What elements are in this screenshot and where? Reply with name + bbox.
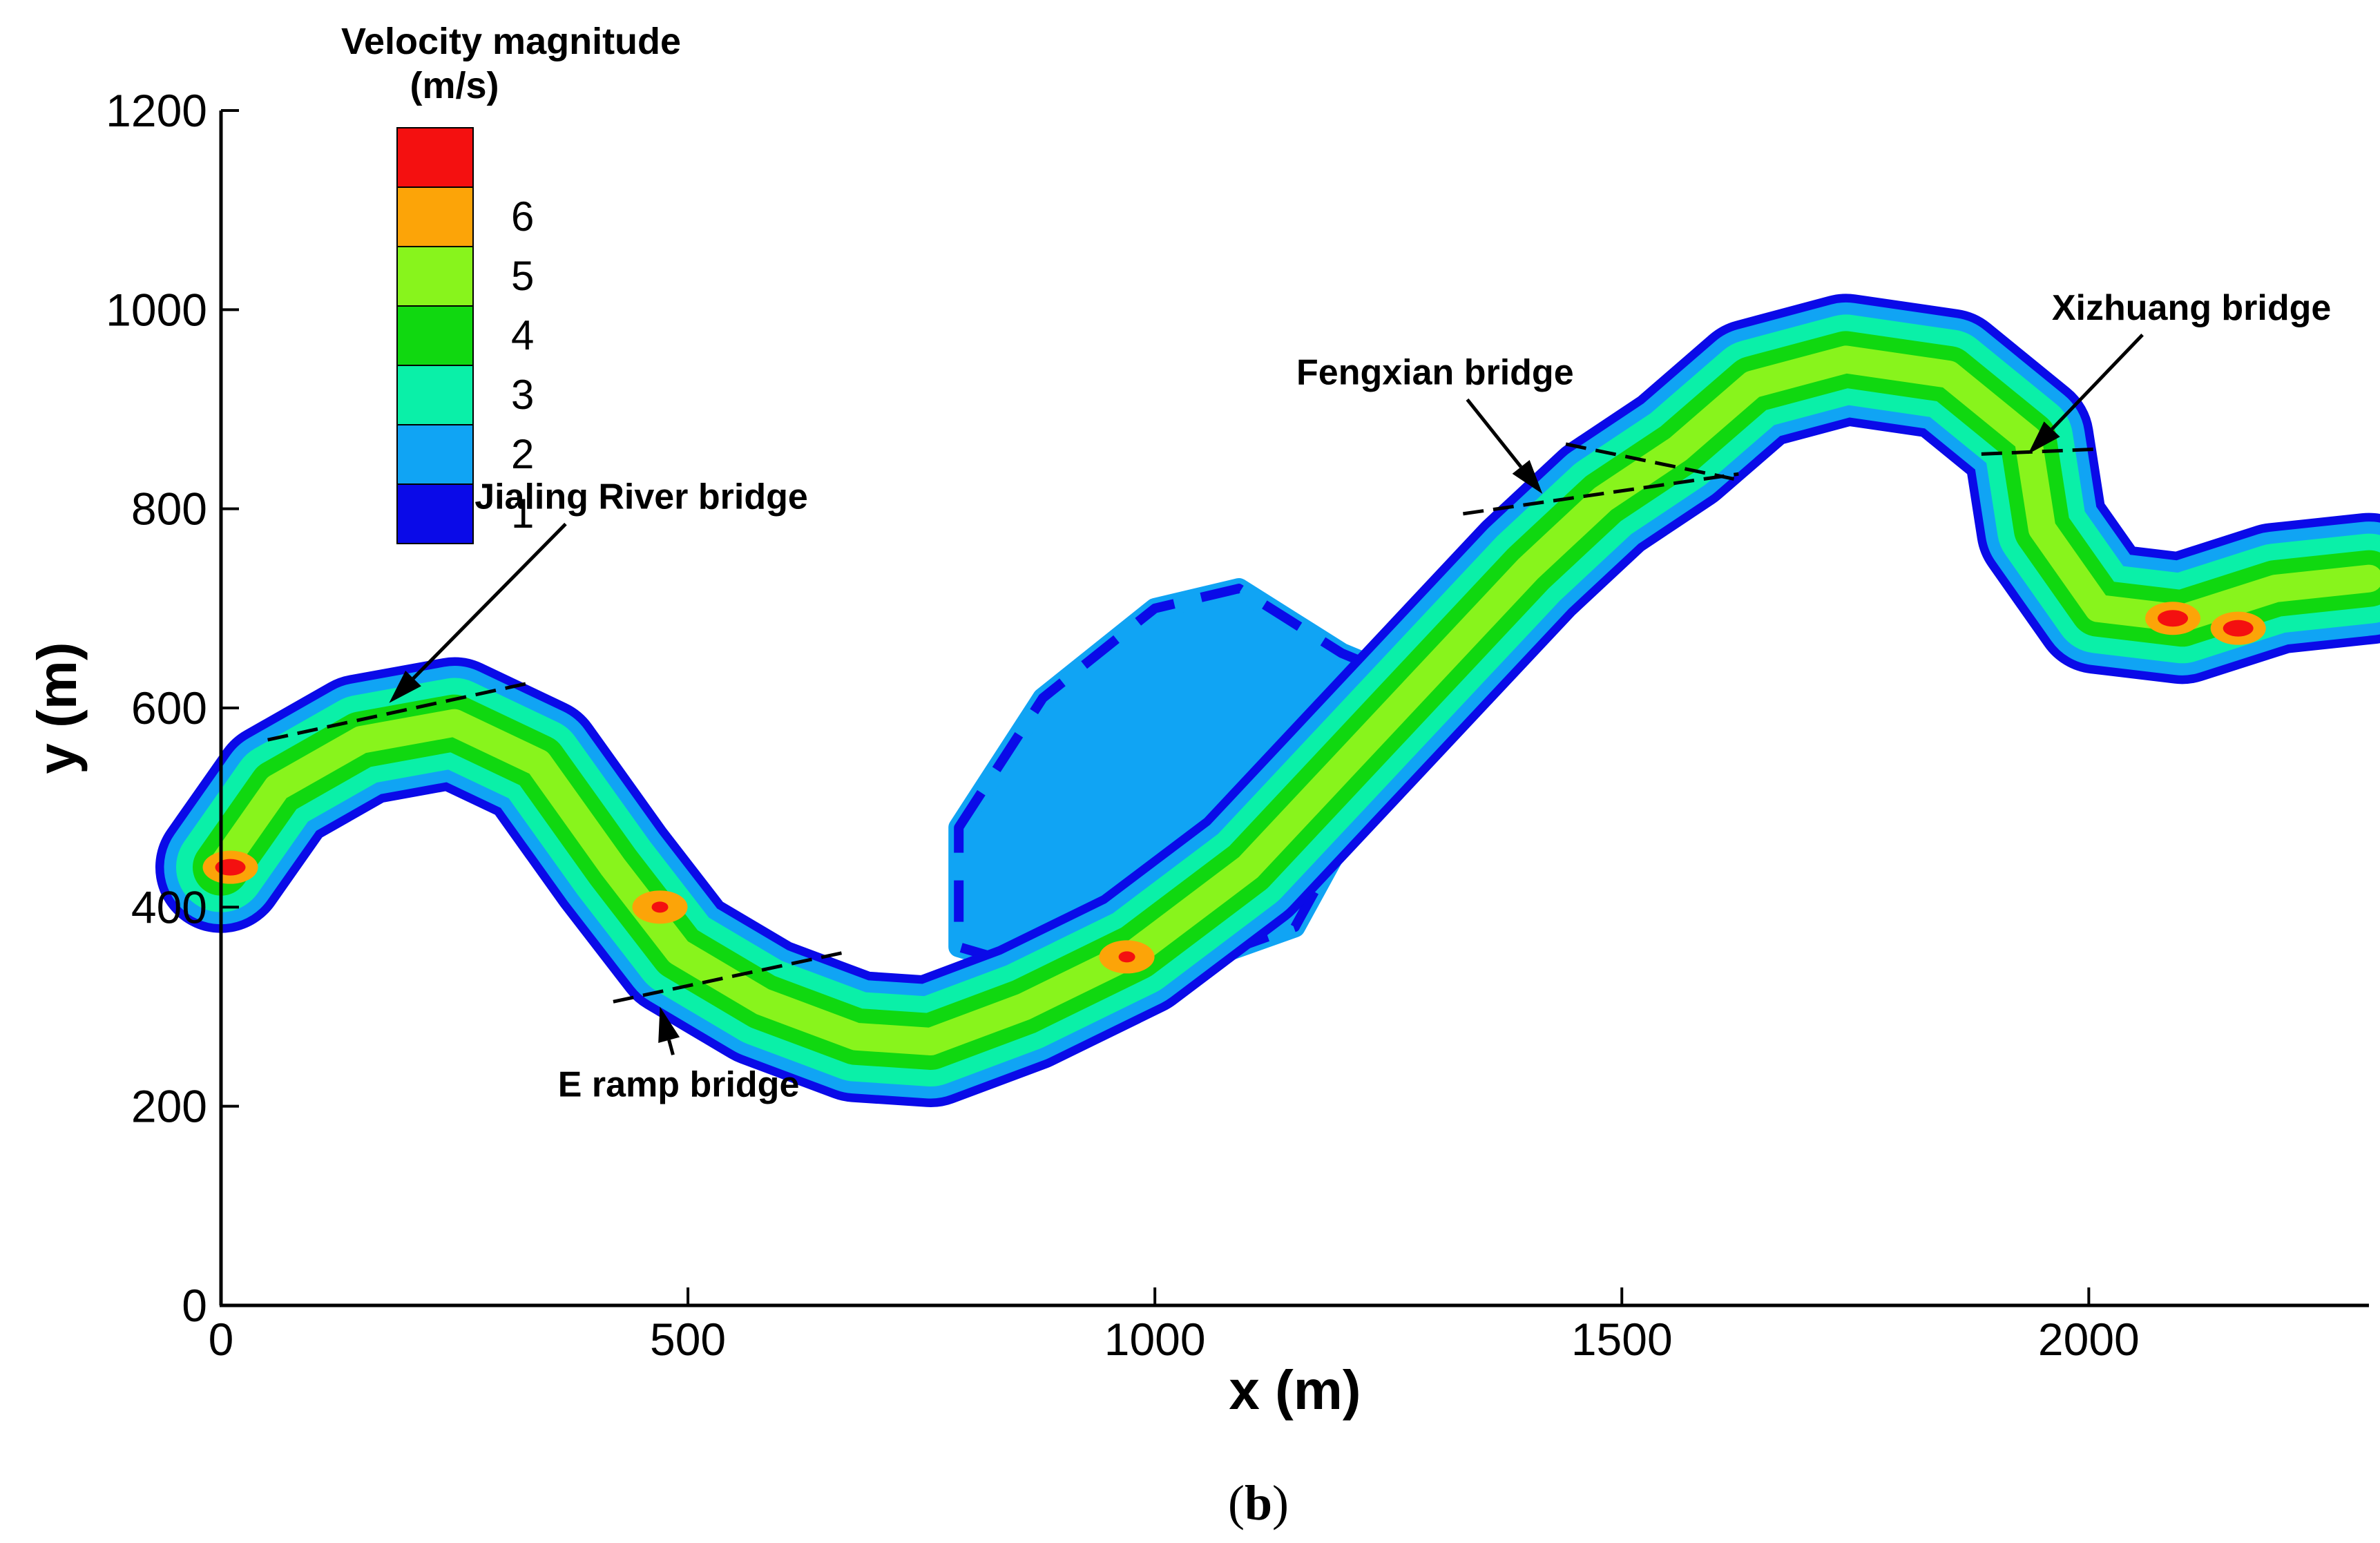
bridge-arrow-shaft bbox=[667, 1039, 675, 1055]
x-axis-ticks: 0 500 1000 1500 2000 bbox=[209, 1287, 2140, 1365]
x-tick-label: 1000 bbox=[1104, 1314, 1206, 1365]
colorbar-legend: Velocity magnitude (m/s) 6 5 4 3 2 1 bbox=[341, 21, 681, 544]
bridge-annotations: Jialing River bridge E ramp bridge Fengxia… bbox=[267, 288, 2331, 1104]
x-tick-label: 500 bbox=[650, 1314, 726, 1365]
y-tick-label: 1000 bbox=[106, 284, 207, 335]
panel-label-close: ) bbox=[1272, 1475, 1289, 1531]
colorbar-swatch-6 bbox=[396, 186, 474, 247]
colorbar-swatches: 6 5 4 3 2 1 bbox=[396, 127, 534, 544]
colorbar-swatch-4 bbox=[396, 305, 474, 366]
bridge-arrow-shaft bbox=[1466, 398, 1523, 468]
colorbar-swatch-3 bbox=[396, 365, 474, 425]
bridge-arrow-head bbox=[658, 1006, 680, 1043]
bridge-arrow-head bbox=[389, 670, 421, 703]
colorbar-swatch-5 bbox=[396, 246, 474, 307]
velocity-peak bbox=[2223, 620, 2254, 637]
y-tick-label: 600 bbox=[131, 682, 207, 734]
colorbar-title-line2: (m/s) bbox=[410, 65, 499, 106]
bridge-label: Jialing River bridge bbox=[474, 477, 808, 517]
y-tick-label: 800 bbox=[131, 483, 207, 535]
y-axis-ticks: 0 200 400 600 800 1000 1200 bbox=[106, 85, 239, 1331]
bridge-line bbox=[1463, 472, 1739, 516]
bridge-arrow-shaft bbox=[2051, 334, 2144, 431]
velocity-peak bbox=[2158, 610, 2189, 627]
y-tick-label: 200 bbox=[131, 1081, 207, 1132]
colorbar-level-label: 2 bbox=[511, 431, 534, 477]
x-tick-label: 2000 bbox=[2038, 1314, 2140, 1365]
y-tick-label: 400 bbox=[131, 881, 207, 932]
velocity-peak bbox=[651, 901, 669, 913]
x-tick-label: 1500 bbox=[1571, 1314, 1673, 1365]
bridge-arrow-shaft bbox=[412, 522, 567, 680]
panel-label-letter: b bbox=[1245, 1475, 1272, 1531]
colorbar-level-label: 4 bbox=[511, 312, 534, 358]
bridge-line bbox=[613, 950, 847, 1004]
river-band-5 bbox=[207, 345, 2380, 1055]
river-velocity-field bbox=[155, 294, 2380, 1107]
colorbar-title-line1: Velocity magnitude bbox=[341, 21, 681, 62]
panel-label: (b) bbox=[1228, 1475, 1289, 1531]
x-tick-label: 0 bbox=[209, 1314, 234, 1365]
y-axis-title: y (m) bbox=[26, 642, 88, 774]
bridge-line bbox=[1981, 447, 2098, 456]
bridge-line bbox=[267, 681, 530, 742]
velocity-peak bbox=[215, 859, 246, 876]
colorbar-level-label: 5 bbox=[511, 253, 534, 299]
y-tick-label: 0 bbox=[182, 1280, 207, 1331]
bridge-arrow-head bbox=[1512, 459, 1543, 495]
y-tick-label: 1200 bbox=[106, 85, 207, 136]
colorbar-swatch-2 bbox=[396, 424, 474, 485]
colorbar-swatch-1 bbox=[396, 483, 474, 544]
colorbar-swatch-max bbox=[396, 127, 474, 188]
colorbar-level-label: 3 bbox=[511, 372, 534, 418]
velocity-peak bbox=[1118, 951, 1135, 963]
panel-label-open: ( bbox=[1228, 1475, 1245, 1531]
bridge-label: Xizhuang bridge bbox=[2052, 288, 2331, 328]
bridge-label: E ramp bridge bbox=[558, 1064, 800, 1104]
bridge-arrow-head bbox=[2028, 421, 2060, 454]
bridge-label: Fengxian bridge bbox=[1296, 352, 1574, 392]
colorbar-level-label: 6 bbox=[511, 193, 534, 240]
colorbar-level-label: 1 bbox=[511, 490, 534, 537]
x-axis-title: x (m) bbox=[1229, 1359, 1361, 1421]
